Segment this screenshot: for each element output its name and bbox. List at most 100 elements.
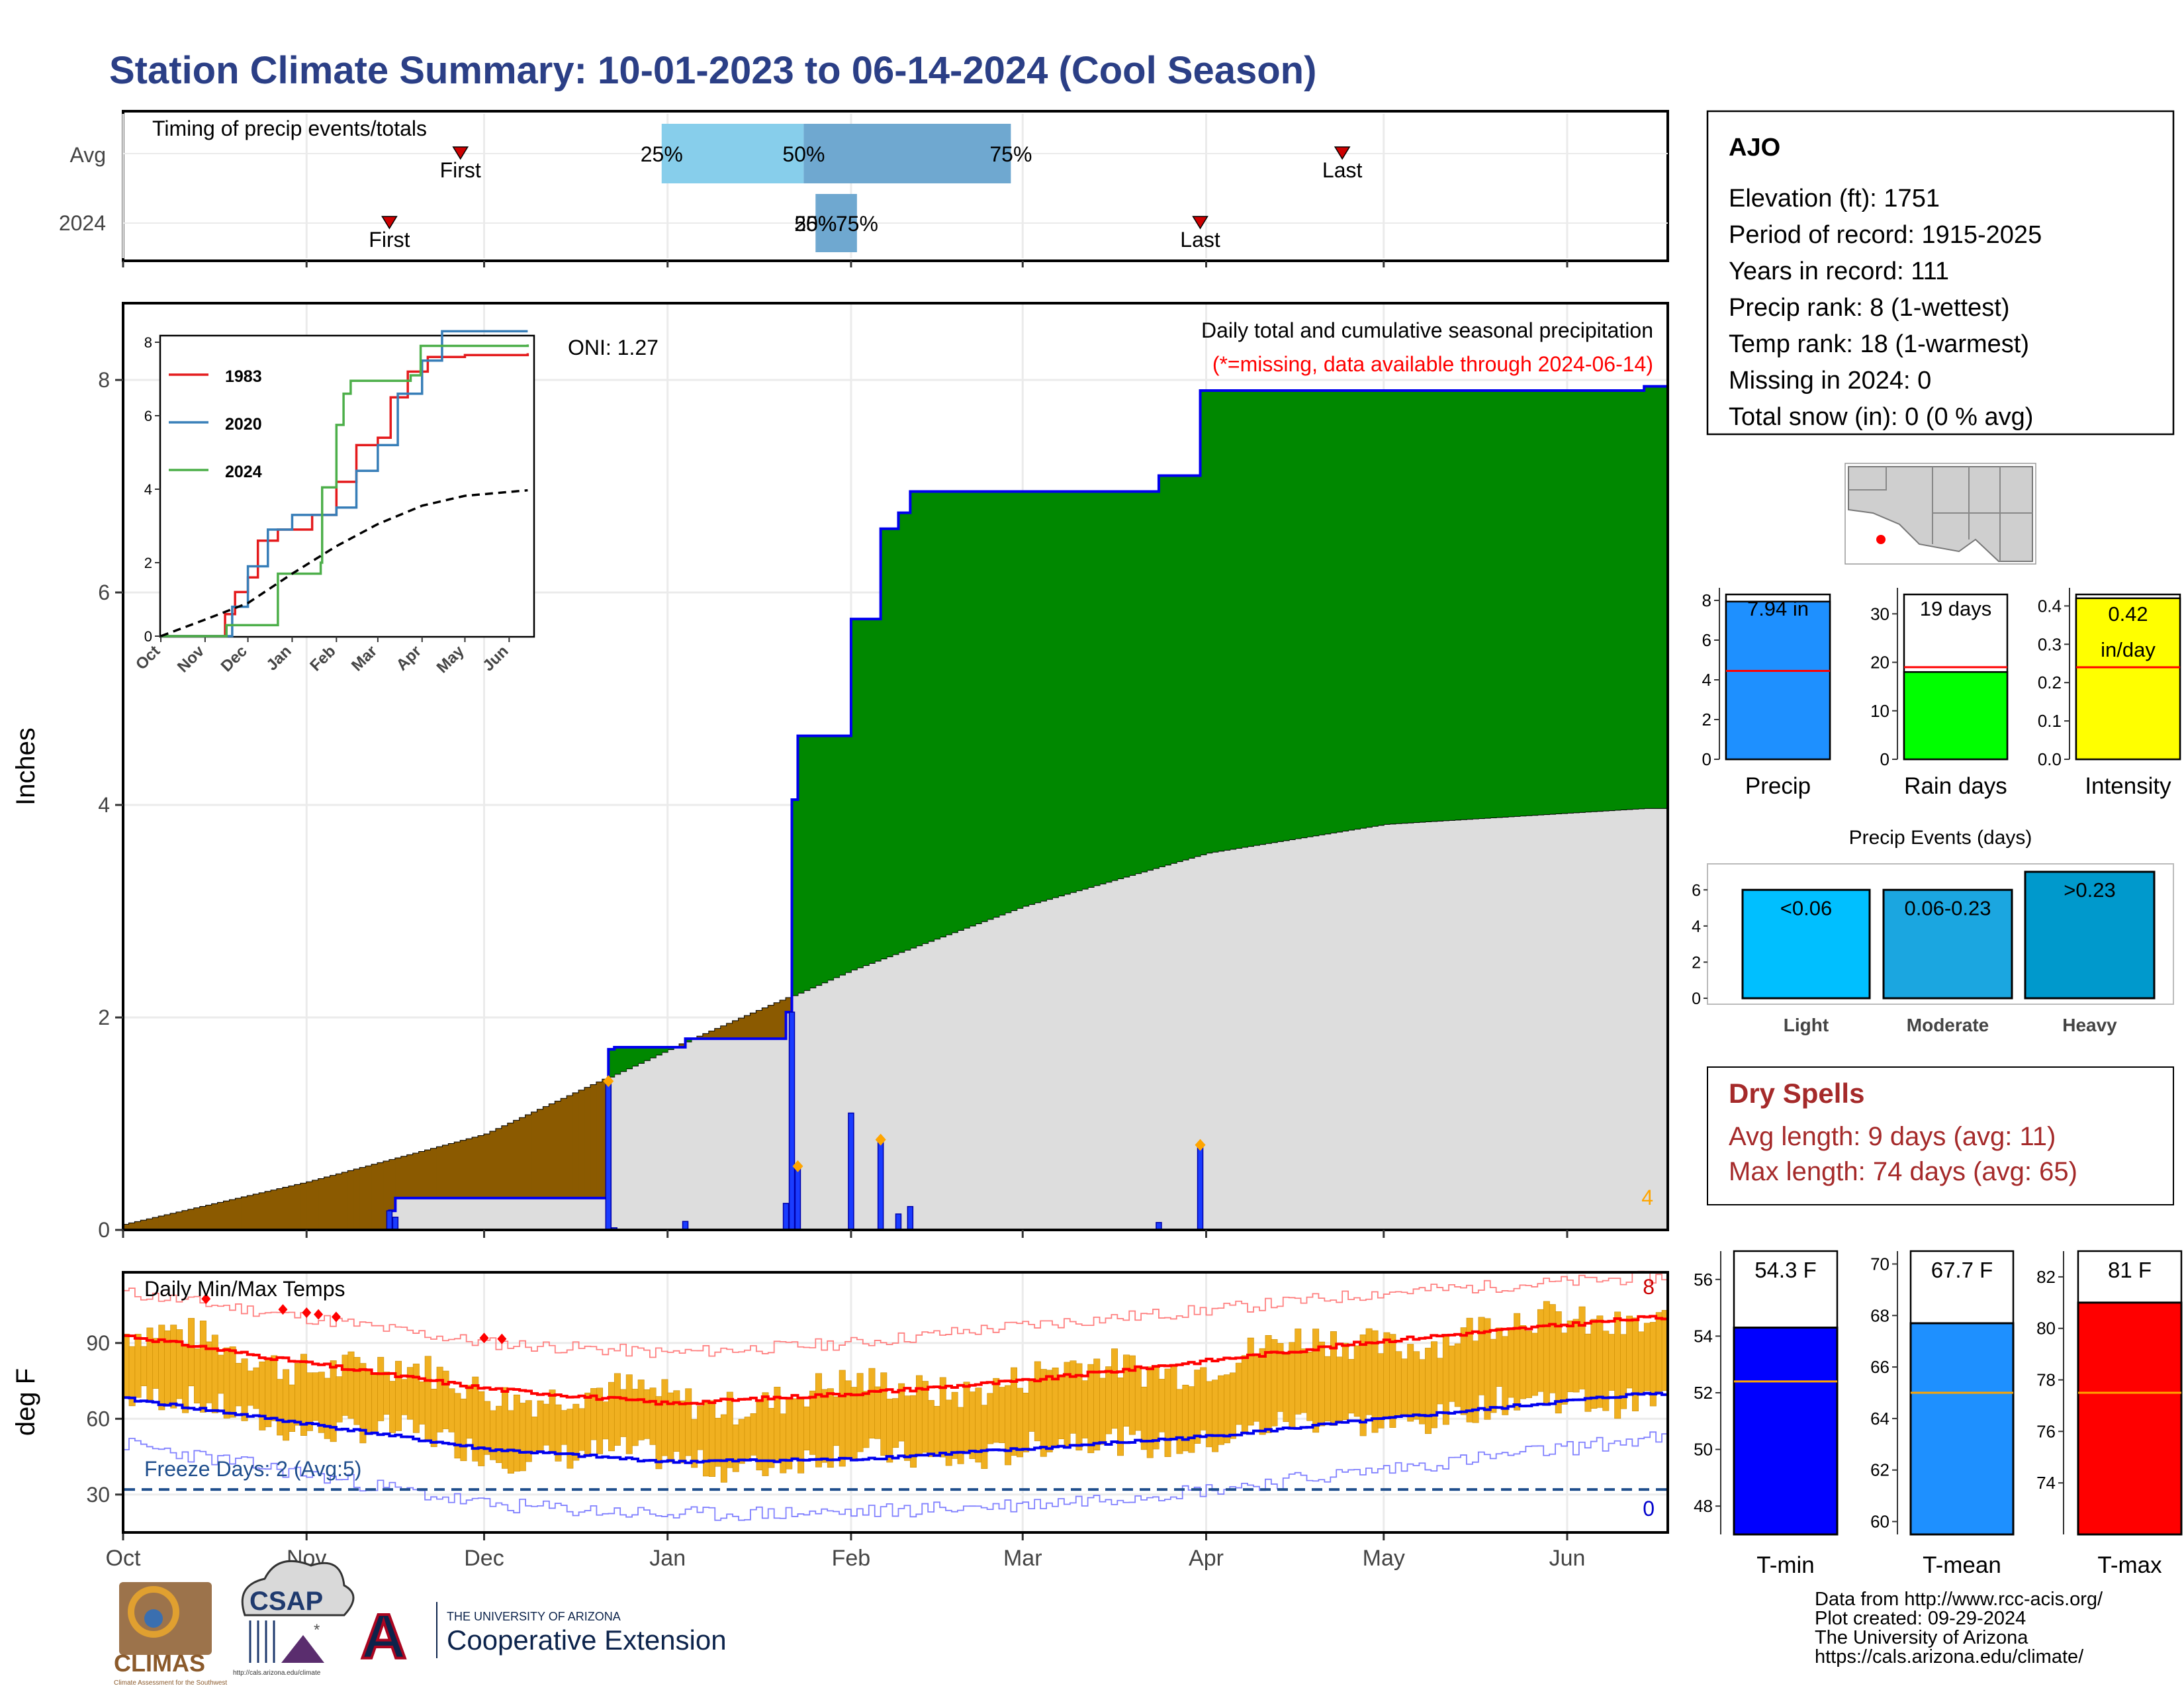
daily-temp-bar <box>738 1419 745 1464</box>
deficit-area <box>395 1158 402 1198</box>
deficit-area <box>774 1003 781 1039</box>
summary-value-label: 0.42 <box>2108 602 2148 626</box>
surplus-area <box>1300 391 1308 838</box>
timing-first-marker <box>381 216 398 230</box>
surplus-area <box>1123 491 1130 877</box>
temp-summary-value-label: 81 F <box>2108 1258 2152 1282</box>
daily-temp-bar <box>271 1355 278 1421</box>
record-min-line <box>123 1431 1668 1521</box>
inset-y-tick-label: 6 <box>144 408 152 424</box>
daily-temp-bar <box>1655 1312 1662 1392</box>
daily-temp-bar <box>939 1377 946 1458</box>
temp-summary-tick-label: 76 <box>2036 1421 2056 1441</box>
events-tick-label: 6 <box>1692 881 1701 900</box>
deficit-area <box>253 1194 260 1230</box>
summary-tick-label: 20 <box>1870 653 1889 673</box>
surplus-area <box>1188 475 1195 858</box>
inset-y-tick-label: 0 <box>144 628 152 645</box>
daily-temp-bar <box>868 1368 876 1438</box>
daily-temp-bar <box>1531 1333 1538 1396</box>
record-high-marker <box>479 1333 489 1344</box>
surplus-area <box>951 491 958 933</box>
temp-y-label: deg F <box>11 1368 40 1436</box>
daily-temp-bar <box>1117 1377 1124 1456</box>
deficit-area <box>229 1199 236 1230</box>
daily-temp-bar <box>1626 1315 1633 1389</box>
deficit-area <box>537 1109 544 1198</box>
daily-temp-bar <box>389 1381 396 1433</box>
deficit-area <box>762 1008 769 1039</box>
daily-temp-bar <box>247 1370 254 1406</box>
daily-precip-bar <box>1197 1144 1204 1231</box>
daily-temp-bar <box>1312 1329 1320 1433</box>
daily-temp-bar <box>1448 1345 1455 1402</box>
daily-temp-bar <box>963 1382 970 1453</box>
climas-logo: CLIMAS Climate Assessment for the Southw… <box>114 1582 227 1687</box>
record-high-marker <box>302 1307 312 1319</box>
surplus-area <box>1455 391 1461 820</box>
daily-temp-bar <box>809 1390 816 1455</box>
deficit-area <box>306 1182 313 1230</box>
daily-temp-bar <box>341 1354 349 1416</box>
daily-temp-bar <box>792 1398 799 1460</box>
timing-p75-label: 75% <box>989 142 1032 166</box>
record-high-marker <box>331 1311 341 1323</box>
daily-temp-bar <box>1295 1329 1302 1415</box>
surplus-area <box>1058 491 1065 896</box>
deficit-area <box>567 1096 574 1198</box>
daily-temp-bar <box>1567 1320 1574 1392</box>
daily-temp-bar <box>1401 1358 1408 1416</box>
daily-temp-bar <box>993 1378 1000 1443</box>
surplus-area <box>1170 475 1177 863</box>
daily-temp-bar <box>1111 1348 1118 1429</box>
precip-y-tick-label: 4 <box>98 793 110 817</box>
surplus-area <box>1578 391 1586 812</box>
daily-temp-bar <box>933 1406 940 1454</box>
surplus-area <box>886 528 893 957</box>
timing-p50-label: 50% <box>782 142 825 166</box>
daily-temp-bar <box>1212 1380 1219 1452</box>
daily-temp-bar <box>537 1400 544 1452</box>
deficit-area <box>407 1154 414 1198</box>
surplus-area <box>685 1039 692 1042</box>
daily-temp-bar <box>1170 1366 1177 1440</box>
surplus-area <box>1005 491 1011 913</box>
events-top-label: 0.06-0.23 <box>1905 896 1991 919</box>
inset-y-tick-label: 4 <box>144 481 152 498</box>
surplus-area <box>1069 491 1077 892</box>
deficit-area <box>496 1129 502 1198</box>
daily-temp-bar <box>507 1410 514 1474</box>
daily-temp-bar <box>987 1393 994 1444</box>
summary-tick-label: 0 <box>1880 749 1889 769</box>
surplus-area <box>880 528 887 959</box>
surplus-area <box>1206 391 1213 853</box>
deficit-area <box>152 1217 159 1230</box>
daily-temp-bar <box>578 1408 586 1451</box>
daily-temp-bar <box>324 1378 331 1439</box>
surplus-area <box>1662 386 1668 808</box>
surplus-area <box>1277 391 1284 841</box>
daily-temp-bar <box>643 1389 651 1439</box>
deficit-area <box>413 1153 420 1198</box>
daily-temp-bar <box>1425 1348 1432 1434</box>
deficit-area <box>341 1172 349 1230</box>
deficit-area <box>419 1152 426 1198</box>
daily-temp-bar <box>1460 1327 1467 1415</box>
timing-p75-label: 75% <box>836 212 878 236</box>
timing-p50-label: 50% <box>794 212 837 236</box>
deficit-area <box>780 1000 787 1039</box>
deficit-area <box>128 1223 136 1230</box>
daily-temp-bar <box>549 1389 556 1454</box>
surplus-area <box>1158 475 1165 867</box>
surplus-area <box>1359 391 1367 828</box>
daily-temp-bar <box>1371 1330 1379 1433</box>
deficit-area <box>206 1205 212 1230</box>
station-snow: Total snow (in): 0 (0 % avg) <box>1729 403 2033 431</box>
summary-tick-label: 10 <box>1870 701 1889 721</box>
legend-label-2024: 2024 <box>225 463 262 481</box>
precip-panel: 0 2 4 6 8 Inches Daily total and cumulative … <box>11 302 1669 1242</box>
surplus-area <box>803 735 810 990</box>
deficit-area <box>353 1169 361 1230</box>
surplus-area <box>632 1047 639 1066</box>
